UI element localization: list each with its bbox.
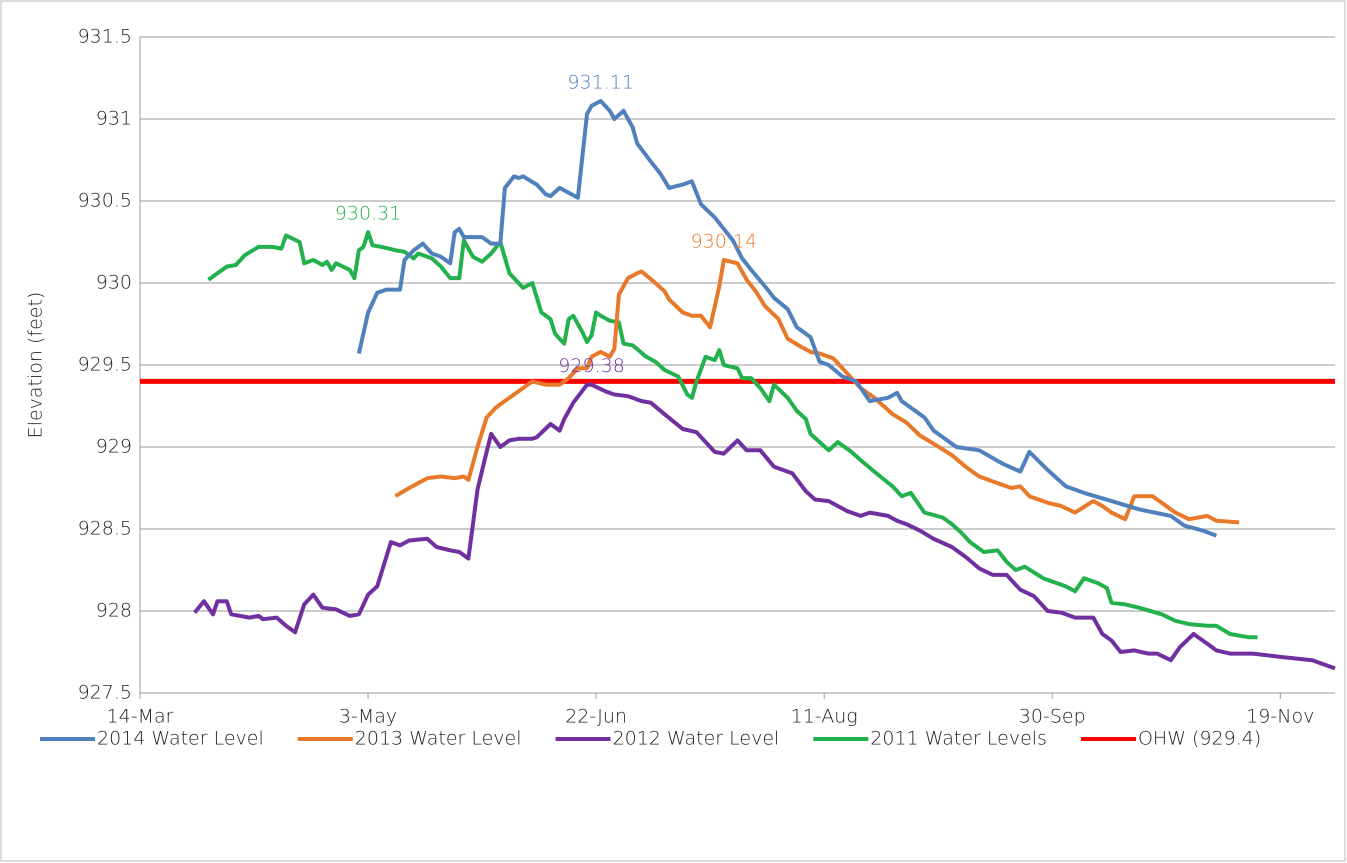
data-label: 931.11 bbox=[567, 71, 633, 93]
y-tick-label: 931.5 bbox=[78, 26, 132, 48]
legend-label: 2012 Water Level bbox=[613, 728, 780, 750]
y-tick-label: 931 bbox=[96, 108, 132, 130]
x-tick-label: 22-Jun bbox=[565, 706, 627, 728]
y-tick-label: 929.5 bbox=[78, 354, 132, 376]
y-tick-label: 929 bbox=[96, 436, 132, 458]
series-line bbox=[193, 382, 1336, 671]
x-tick-label: 11-Aug bbox=[791, 706, 858, 728]
legend-label: 2011 Water Levels bbox=[870, 728, 1047, 750]
y-tick-label: 928 bbox=[96, 600, 132, 622]
y-tick-label: 927.5 bbox=[78, 682, 132, 704]
legend-label: OHW (929.4) bbox=[1138, 728, 1261, 750]
x-tick-label: 19-Nov bbox=[1246, 706, 1314, 728]
legend-label: 2013 Water Level bbox=[355, 728, 522, 750]
y-tick-label: 930.5 bbox=[78, 190, 132, 212]
x-tick-label: 3-May bbox=[339, 706, 397, 728]
series-line bbox=[356, 99, 1218, 538]
y-tick-label: 930 bbox=[96, 272, 132, 294]
data-label: 930.14 bbox=[691, 231, 757, 253]
data-label: 929.38 bbox=[558, 355, 624, 377]
y-tick-label: 928.5 bbox=[78, 518, 132, 540]
data-label: 930.31 bbox=[335, 203, 401, 225]
legend-label: 2014 Water Level bbox=[97, 728, 264, 750]
y-axis-label: Elevation (feet) bbox=[25, 292, 47, 439]
x-tick-label: 14-Mar bbox=[107, 706, 174, 728]
x-tick-label: 30-Sep bbox=[1019, 706, 1086, 728]
series-line bbox=[207, 230, 1258, 640]
series-line bbox=[394, 258, 1240, 525]
